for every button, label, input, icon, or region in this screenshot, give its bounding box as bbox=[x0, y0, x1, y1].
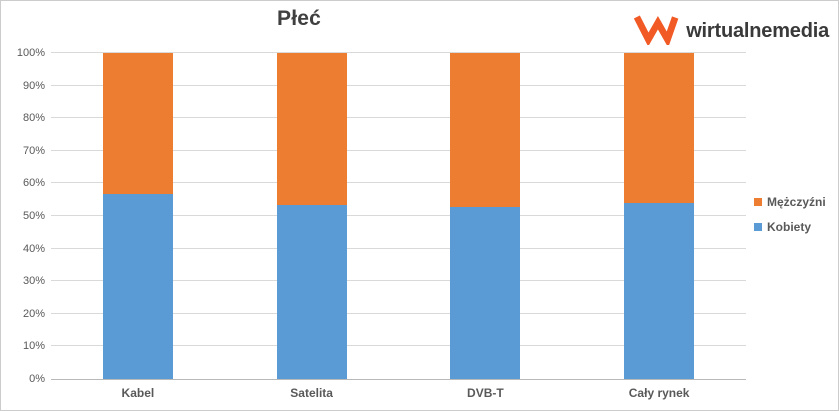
x-label-DVB-T: DVB-T bbox=[467, 386, 504, 400]
plot-area bbox=[51, 52, 746, 380]
gridline-10 bbox=[51, 345, 746, 347]
gridline-20 bbox=[51, 312, 746, 314]
y-tick-label-40: 40% bbox=[22, 242, 45, 255]
gridline-80 bbox=[51, 117, 746, 119]
y-tick-label-80: 80% bbox=[22, 112, 45, 125]
y-tick-label-30: 30% bbox=[22, 275, 45, 288]
gridline-40 bbox=[51, 247, 746, 249]
bar-Satelita-Mężczyźni bbox=[276, 53, 347, 205]
wirtualnemedia-logo-text: wirtualnemedia bbox=[686, 19, 829, 42]
gridline-60 bbox=[51, 182, 746, 184]
bar-Kabel-Mężczyźni bbox=[102, 53, 173, 195]
bar-DVB-T-Kobiety bbox=[450, 206, 521, 379]
gridline-70 bbox=[51, 149, 746, 151]
wirtualnemedia-logo: wirtualnemedia bbox=[633, 12, 829, 50]
y-tick-label-20: 20% bbox=[22, 307, 45, 320]
y-tick-label-70: 70% bbox=[22, 144, 45, 157]
gridline-30 bbox=[51, 280, 746, 282]
legend-item-Kobiety: Kobiety bbox=[754, 220, 826, 234]
wirtualnemedia-mark-icon bbox=[633, 12, 679, 50]
bar-Kabel-Kobiety bbox=[102, 194, 173, 379]
y-tick-label-50: 50% bbox=[22, 210, 45, 222]
gridline-100 bbox=[51, 52, 746, 53]
gridline-50 bbox=[51, 215, 746, 216]
legend-swatch-Kobiety bbox=[754, 223, 762, 231]
gridline-90 bbox=[51, 84, 746, 86]
bar-Satelita-Kobiety bbox=[276, 204, 347, 379]
y-tick-label-100: 100% bbox=[16, 47, 45, 59]
y-tick-label-10: 10% bbox=[22, 340, 45, 353]
y-tick-label-0: 0% bbox=[29, 373, 45, 385]
x-label-Kabel: Kabel bbox=[121, 386, 155, 400]
x-label-Cały rynek: Cały rynek bbox=[628, 386, 690, 400]
chart-title: Płeć bbox=[277, 7, 321, 30]
legend: Mężczyźni Kobiety bbox=[754, 195, 826, 245]
legend-swatch-Mężczyźni bbox=[754, 198, 762, 206]
legend-label-Kobiety: Kobiety bbox=[767, 220, 812, 234]
y-tick-label-60: 60% bbox=[22, 177, 45, 190]
bar-Cały rynek-Kobiety bbox=[624, 202, 695, 379]
legend-label-Mężczyźni: Mężczyźni bbox=[767, 195, 826, 209]
bar-DVB-T-Mężczyźni bbox=[450, 53, 521, 207]
x-label-Satelita: Satelita bbox=[290, 386, 333, 400]
bar-Cały rynek-Mężczyźni bbox=[624, 53, 695, 203]
y-tick-label-90: 90% bbox=[22, 79, 45, 92]
legend-item-Mężczyźni: Mężczyźni bbox=[754, 195, 826, 209]
